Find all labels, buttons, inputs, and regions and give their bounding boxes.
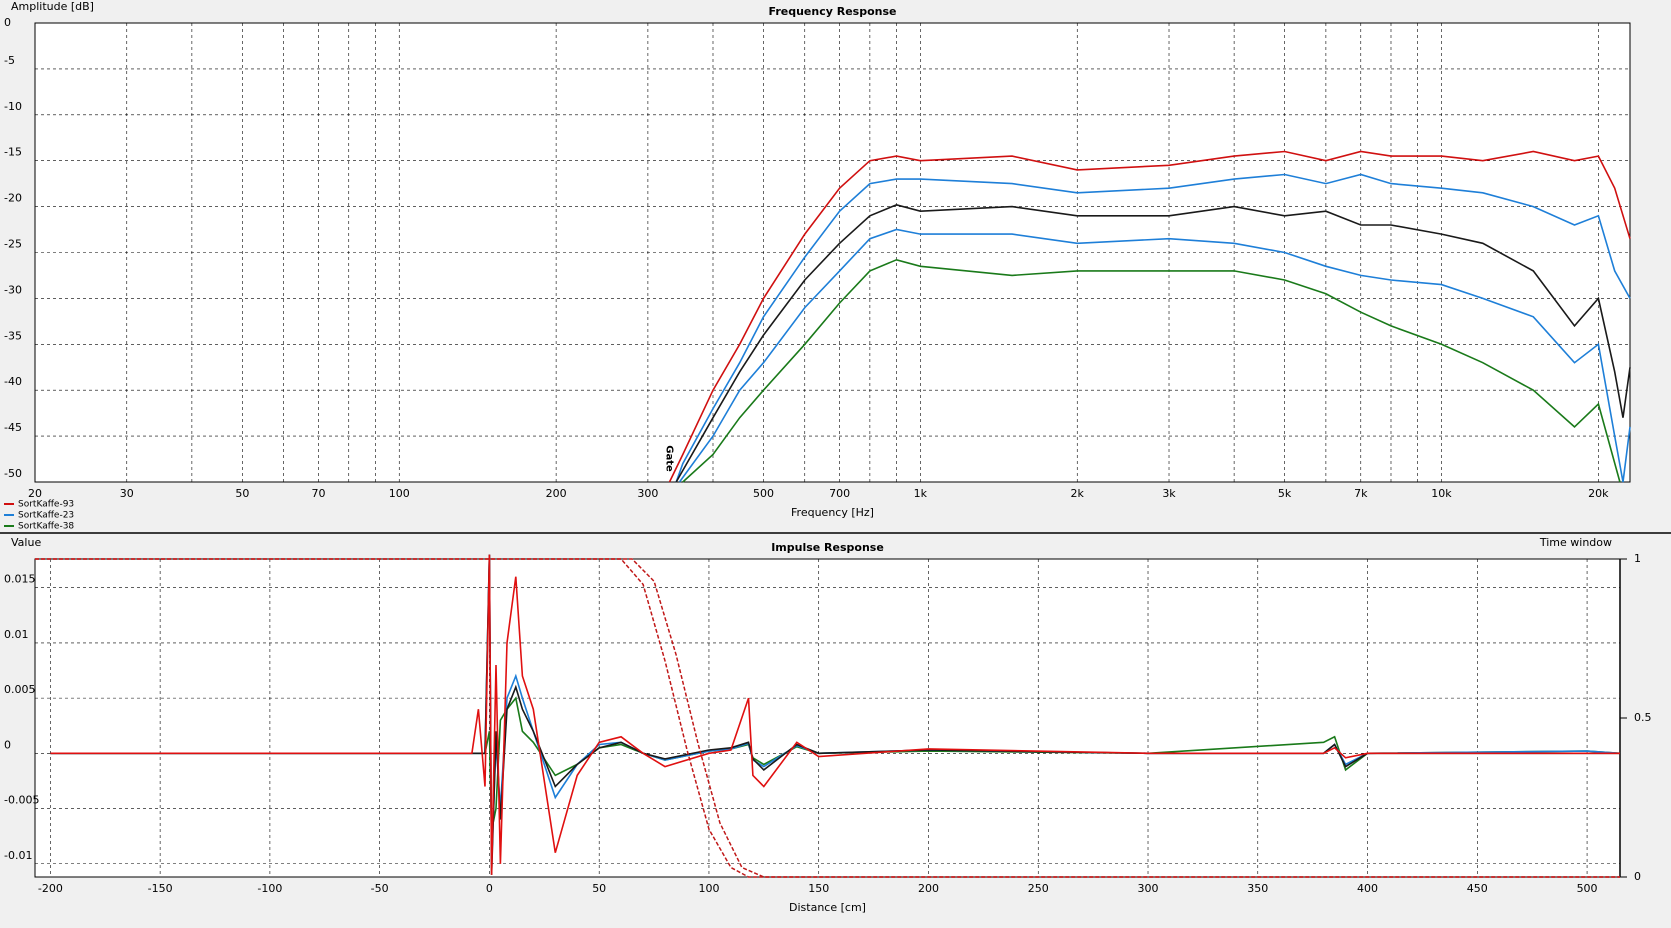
x-tick-label: 700	[829, 487, 850, 500]
y-tick-label: -10	[4, 100, 22, 113]
y-axis-label: Value	[11, 536, 41, 549]
x-tick-label: 1k	[914, 487, 928, 500]
x-tick-label: 50	[235, 487, 249, 500]
y-tick-label: -40	[4, 375, 22, 388]
x-tick-label: 30	[120, 487, 134, 500]
x-tick-label: 300	[1138, 882, 1159, 895]
x-tick-label: 50	[592, 882, 606, 895]
series-line	[668, 150, 1631, 483]
series-line	[682, 258, 1621, 483]
x-tick-label: 70	[312, 487, 326, 500]
x-tick-label: 150	[808, 882, 829, 895]
y-axis-label: Amplitude [dB]	[11, 0, 94, 13]
y-tick-label: -20	[4, 192, 22, 205]
x-tick-label: 20	[28, 487, 42, 500]
y-tick-label: -35	[4, 329, 22, 342]
x-tick-label: 100	[698, 882, 719, 895]
x-tick-label: -50	[371, 882, 389, 895]
x-tick-label: -150	[148, 882, 173, 895]
y-tick-label: -30	[4, 283, 22, 296]
chart-title: Impulse Response	[771, 541, 884, 554]
x-tick-label: 5k	[1278, 487, 1292, 500]
series-line	[678, 228, 1631, 483]
x-tick-label: 100	[389, 487, 410, 500]
x-tick-label: 500	[753, 487, 774, 500]
y-tick-label: -15	[4, 146, 22, 159]
x-tick-label: 10k	[1431, 487, 1452, 500]
annotation: Gate	[663, 445, 674, 472]
y-tick-label: 0.01	[4, 628, 29, 641]
y-tick-label: 0	[4, 738, 11, 751]
x-axis-label: Distance [cm]	[789, 901, 866, 914]
x-tick-label: 400	[1357, 882, 1378, 895]
y-tick-label: -0.005	[4, 794, 39, 807]
x-tick-label: 500	[1577, 882, 1598, 895]
series-line	[675, 203, 1631, 483]
x-tick-label: 350	[1247, 882, 1268, 895]
chart-title: Frequency Response	[769, 5, 897, 18]
x-tick-label: -100	[257, 882, 282, 895]
y-tick-label: -25	[4, 238, 22, 251]
y2-axis-label: Time window	[1539, 536, 1612, 549]
series-line	[35, 558, 1620, 878]
y-tick-label: -45	[4, 421, 22, 434]
y-tick-label: -5	[4, 54, 15, 67]
legend-label: SortKaffe-93	[18, 500, 74, 510]
x-tick-label: 300	[637, 487, 658, 500]
legend-label: SortKaffe-38	[18, 522, 74, 532]
x-axis-label: Frequency [Hz]	[791, 506, 874, 519]
x-tick-label: 200	[918, 882, 939, 895]
x-tick-label: 20k	[1588, 487, 1609, 500]
x-tick-label: 200	[546, 487, 567, 500]
y-tick-label: 0.015	[4, 573, 36, 586]
y2-tick-label: 0	[1634, 870, 1641, 883]
x-tick-label: 450	[1467, 882, 1488, 895]
x-tick-label: 3k	[1162, 487, 1176, 500]
x-tick-label: 250	[1028, 882, 1049, 895]
x-tick-label: -200	[38, 882, 63, 895]
y2-tick-label: 0.5	[1634, 711, 1652, 724]
x-tick-label: 7k	[1354, 487, 1368, 500]
y-tick-label: -0.01	[4, 849, 32, 862]
series-line	[35, 558, 1620, 878]
y-tick-label: 0	[4, 16, 11, 29]
y-tick-label: -50	[4, 467, 22, 480]
x-tick-label: 0	[486, 882, 493, 895]
y2-tick-label: 1	[1634, 552, 1641, 565]
y-tick-label: 0.005	[4, 683, 36, 696]
x-tick-label: 2k	[1071, 487, 1085, 500]
series-line	[675, 173, 1631, 483]
series-line	[50, 554, 1620, 875]
plot-area	[34, 558, 1621, 878]
legend-label: SortKaffe-23	[18, 511, 74, 521]
